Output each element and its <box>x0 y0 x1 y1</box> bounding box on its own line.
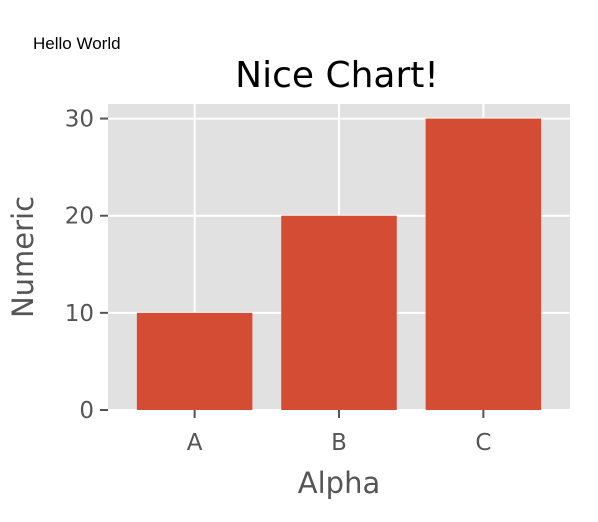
x-tick-label: B <box>331 430 347 456</box>
y-tick-label: 20 <box>65 204 94 230</box>
chart-title: Nice Chart! <box>235 55 439 96</box>
ticks-layer: 0 10 20 30 A B C <box>65 107 492 456</box>
x-tick-label: A <box>187 430 203 456</box>
bar-c <box>425 118 542 411</box>
bar-b <box>281 215 397 410</box>
y-tick-label: 0 <box>79 398 94 424</box>
y-axis-label: Numeric <box>6 196 40 318</box>
y-tick-label: 30 <box>65 107 94 133</box>
annotation-text: Hello World <box>33 34 121 53</box>
bars-layer <box>136 118 542 411</box>
y-tick-label: 10 <box>65 301 94 327</box>
bar-a <box>136 312 253 410</box>
x-axis-label: Alpha <box>298 466 380 500</box>
x-tick-label: C <box>475 430 491 456</box>
